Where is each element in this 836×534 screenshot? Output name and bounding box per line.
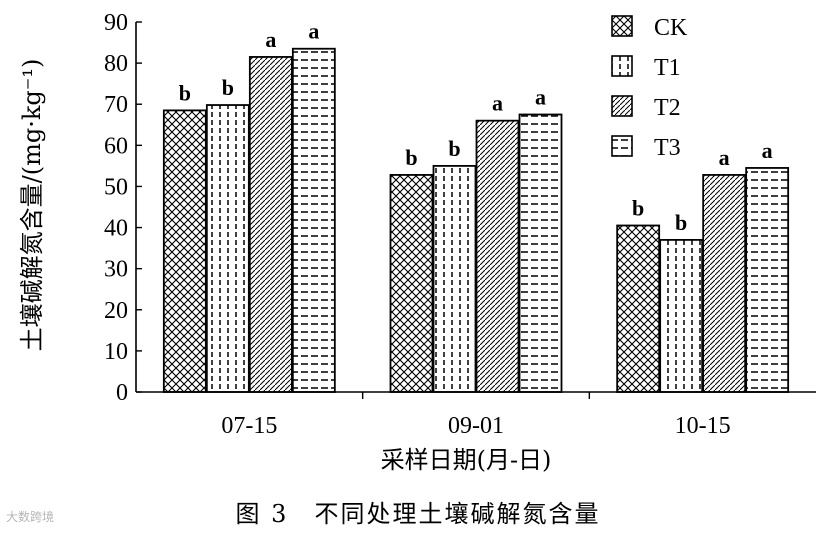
significance-label: b bbox=[675, 210, 687, 235]
y-tick-label: 70 bbox=[104, 92, 128, 118]
bar-t2-10-15 bbox=[702, 174, 747, 393]
legend-label-t2: T2 bbox=[654, 95, 681, 121]
figure-caption: 图 3 不同处理土壤碱解氮含量 bbox=[235, 500, 601, 528]
legend-swatch-t1 bbox=[611, 55, 633, 77]
y-tick-label: 60 bbox=[104, 133, 128, 159]
y-axis-label-text: 土壤碱解氮含量/(mg·kg⁻¹) bbox=[18, 59, 46, 352]
watermark: 大数跨境 bbox=[6, 510, 55, 524]
y-tick-label: 90 bbox=[104, 10, 128, 36]
bar-ck-09-01 bbox=[389, 174, 434, 393]
bar-t2-09-01 bbox=[475, 119, 520, 393]
bar-t1-10-15 bbox=[659, 238, 704, 393]
bar-ck-10-15 bbox=[616, 224, 661, 393]
significance-label: a bbox=[308, 19, 319, 44]
legend-swatch-t3 bbox=[611, 135, 633, 157]
legend-swatch-t2 bbox=[611, 95, 633, 117]
y-tick-label: 30 bbox=[104, 257, 128, 283]
bar-t1-07-15 bbox=[205, 104, 250, 393]
bar-ck-07-15 bbox=[162, 109, 207, 393]
significance-label: a bbox=[762, 138, 773, 163]
significance-label: b bbox=[448, 136, 460, 161]
bar-t3-10-15 bbox=[745, 167, 790, 393]
significance-label: b bbox=[179, 80, 191, 105]
significance-label: a bbox=[265, 27, 276, 52]
legend-label-t3: T3 bbox=[654, 135, 681, 161]
bar-t3-07-15 bbox=[291, 47, 336, 393]
significance-label: a bbox=[535, 85, 546, 110]
legend-label-t1: T1 bbox=[654, 55, 681, 81]
y-tick-label: 0 bbox=[116, 380, 128, 406]
y-axis-label: 土壤碱解氮含量/(mg·kg⁻¹) bbox=[18, 59, 46, 352]
significance-label: b bbox=[632, 196, 644, 221]
significance-label: a bbox=[492, 91, 503, 116]
x-tick-label: 09-01 bbox=[448, 413, 504, 439]
significance-label: b bbox=[222, 75, 234, 100]
legend-label-ck: CK bbox=[654, 15, 688, 41]
bar-t2-07-15 bbox=[248, 56, 293, 393]
y-tick-label: 20 bbox=[104, 298, 128, 324]
x-axis-label: 采样日期(月-日) bbox=[381, 446, 552, 474]
legend: CK T1 T2 T3 bbox=[611, 15, 688, 161]
significance-label: a bbox=[719, 145, 730, 170]
bar-t1-09-01 bbox=[432, 164, 477, 393]
bar-t3-09-01 bbox=[518, 113, 563, 393]
y-tick-label: 50 bbox=[104, 174, 128, 200]
y-tick-label: 40 bbox=[104, 216, 128, 242]
significance-label: b bbox=[405, 145, 417, 170]
x-tick-label: 10-15 bbox=[675, 413, 731, 439]
y-tick-label: 10 bbox=[104, 339, 128, 365]
x-tick-label: 07-15 bbox=[221, 413, 277, 439]
y-tick-label: 80 bbox=[104, 51, 128, 77]
legend-swatch-ck bbox=[611, 15, 633, 37]
